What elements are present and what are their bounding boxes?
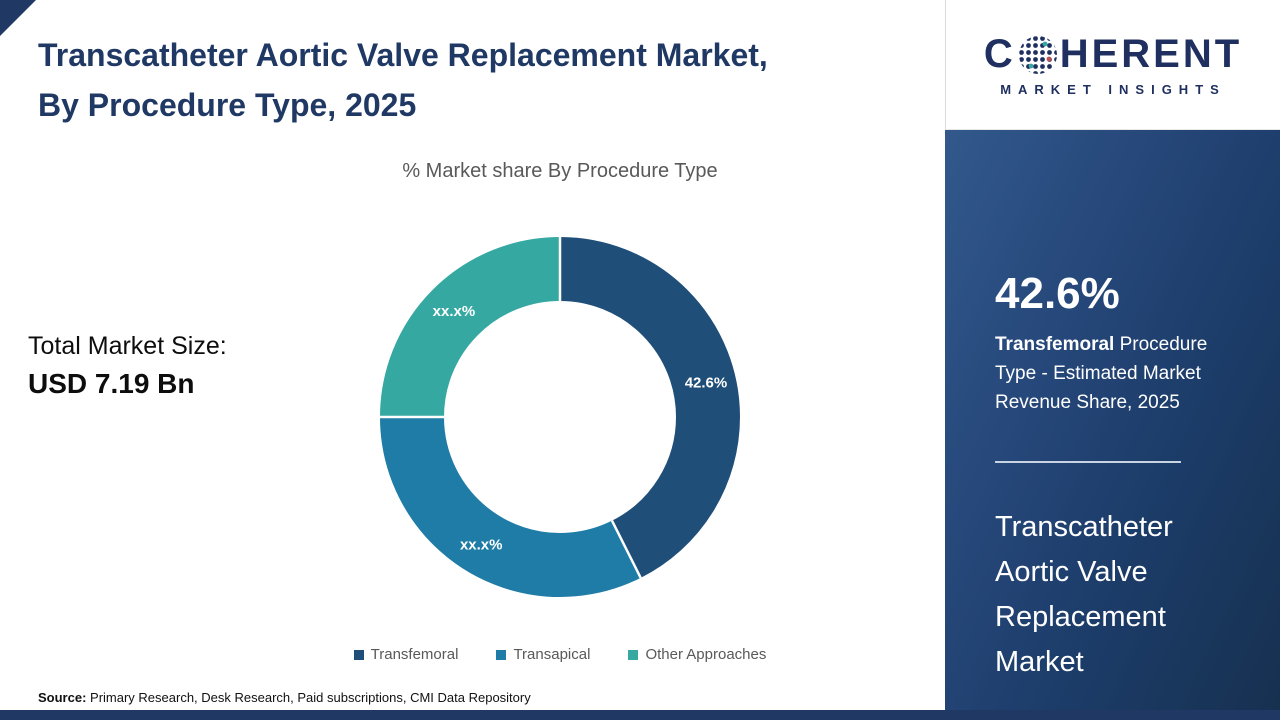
legend-label: Other Approaches: [645, 646, 767, 663]
dotted-globe-icon: [1018, 35, 1057, 74]
legend-marker: [496, 649, 507, 660]
donut-segment-label-transapical: xx.x%: [460, 537, 503, 554]
sidebar-stat-bold: Transfemoral: [995, 334, 1115, 355]
sidebar-panel: 42.6% Transfemoral Procedure Type - Esti…: [945, 130, 1280, 720]
logo-tagline: MARKET INSIGHTS: [1000, 82, 1226, 97]
legend-item-transfemoral: Transfemoral: [353, 646, 459, 663]
total-market-size: Total Market Size: USD 7.19 Bn: [28, 328, 227, 404]
chart-legend: Transfemoral Transapical Other Approaches: [240, 646, 880, 663]
legend-item-other-approaches: Other Approaches: [628, 646, 766, 663]
brand-logo: C HERENT MARKET INSIGHTS: [945, 0, 1280, 130]
brand-logo-wordmark: C HERENT: [984, 32, 1242, 77]
legend-item-transapical: Transapical: [496, 646, 590, 663]
donut-chart-container: 42.6% xx.x% xx.x%: [370, 227, 750, 607]
bottom-accent-bar: [0, 710, 1280, 720]
page-title-line2: By Procedure Type, 2025: [38, 87, 417, 123]
logo-text-suffix: HERENT: [1059, 32, 1243, 76]
sidebar-stat-value: 42.6%: [995, 269, 1120, 318]
legend-marker: [628, 649, 639, 660]
source-label: Source:: [38, 690, 87, 705]
logo-text-prefix: C: [983, 32, 1016, 76]
source-text: Primary Research, Desk Research, Paid su…: [86, 690, 531, 705]
donut-segment-label-transfemoral: 42.6%: [685, 374, 728, 391]
page-title: Transcatheter Aortic Valve Replacement M…: [38, 30, 918, 130]
legend-marker: [353, 649, 364, 660]
corner-accent-shape: [0, 0, 36, 36]
chart-subtitle: % Market share By Procedure Type: [402, 160, 718, 182]
sidebar-stat-rest: Procedure Type - Estimated Market Revenu…: [995, 334, 1208, 413]
donut-chart: 42.6% xx.x% xx.x%: [380, 237, 740, 597]
sidebar-divider: [995, 461, 1181, 463]
sidebar-stat-description: Transfemoral Procedure Type - Estimated …: [995, 330, 1215, 417]
sidebar-market-name: Transcatheter Aortic Valve Replacement M…: [995, 511, 1173, 678]
donut-segment-label-other-approaches: xx.x%: [433, 303, 476, 320]
legend-label: Transapical: [513, 646, 591, 663]
donut-segment-separator: [610, 520, 642, 579]
total-market-size-label: Total Market Size:: [28, 332, 227, 360]
legend-label: Transfemoral: [370, 646, 459, 663]
total-market-size-value: USD 7.19 Bn: [28, 368, 195, 399]
page-title-line1: Transcatheter Aortic Valve Replacement M…: [38, 37, 768, 73]
source-line: Source: Primary Research, Desk Research,…: [38, 690, 531, 705]
